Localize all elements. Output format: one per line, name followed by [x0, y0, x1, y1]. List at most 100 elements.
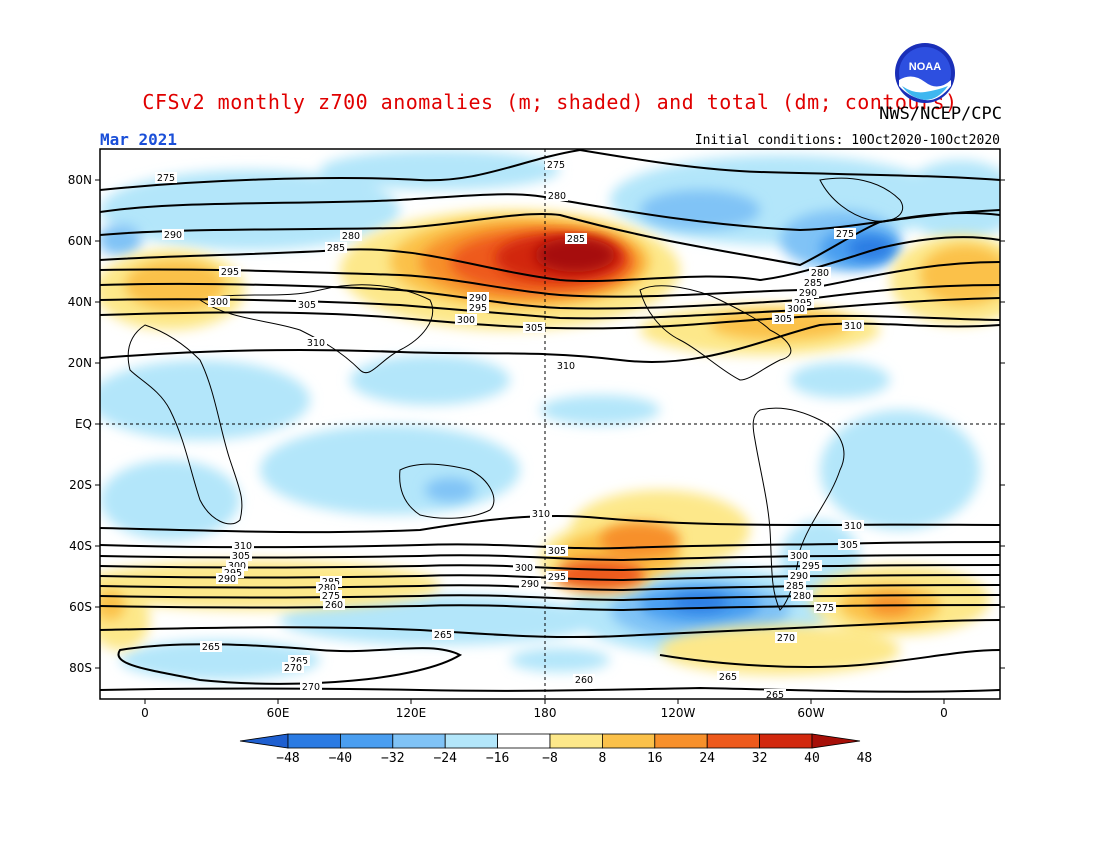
svg-text:275: 275	[157, 173, 175, 184]
svg-text:295: 295	[548, 572, 566, 583]
coastlines	[127, 177, 903, 611]
contour-label: 260	[573, 674, 595, 686]
svg-text:305: 305	[840, 540, 858, 551]
svg-text:280: 280	[342, 231, 360, 242]
colorbar-swatch	[811, 733, 861, 749]
contour-label: 265	[764, 689, 786, 701]
svg-text:300: 300	[790, 551, 808, 562]
svg-text:260: 260	[325, 600, 343, 611]
contour-label: 275	[320, 590, 342, 602]
contour-label: 290	[519, 578, 541, 590]
contour-label: 265	[200, 641, 222, 653]
colorbar-swatch	[287, 733, 341, 749]
colorbar-swatch	[759, 733, 813, 749]
colorbar-swatch	[444, 733, 499, 749]
initial-conditions: Initial conditions: 10Oct2020-10Oct2020	[694, 133, 1000, 148]
svg-text:280: 280	[318, 583, 336, 594]
contour-label: 290	[788, 570, 810, 582]
svg-text:300: 300	[228, 561, 246, 572]
svg-text:275: 275	[836, 229, 854, 240]
contour-label: 300	[788, 550, 810, 562]
contour-label: 290	[162, 229, 184, 241]
svg-text:305: 305	[525, 323, 543, 334]
forecast-month: Mar 2021	[100, 130, 178, 149]
contour-label: 270	[775, 632, 797, 644]
svg-text:310: 310	[844, 521, 862, 532]
colorbar-swatch	[602, 733, 656, 749]
lat-ticks	[95, 179, 1005, 669]
contour-label: 285	[565, 233, 587, 245]
contour-label: 305	[546, 545, 568, 557]
contour-label: 300	[455, 314, 477, 326]
svg-text:295: 295	[469, 303, 487, 314]
svg-text:265: 265	[202, 642, 220, 653]
contour-label: 270	[282, 662, 304, 674]
lon-ticks	[144, 699, 945, 704]
svg-text:285: 285	[567, 234, 585, 245]
contour-label: 290	[797, 287, 819, 299]
contour-labels: 275 275 280 280 285 285 290 295 300 305 …	[155, 159, 864, 701]
svg-text:260: 260	[575, 675, 593, 686]
svg-text:300: 300	[515, 563, 533, 574]
lat-label: 60S	[69, 600, 92, 614]
contour-label: 310	[530, 508, 552, 520]
contour-label: 305	[296, 299, 318, 311]
svg-text:275: 275	[816, 603, 834, 614]
contour-label: 265	[432, 629, 454, 641]
lon-label: 120E	[396, 706, 427, 720]
contour-label: 265	[288, 655, 310, 667]
colorbar-swatch	[706, 733, 761, 749]
contour-label: 310	[842, 320, 864, 332]
lon-label: 180	[534, 706, 557, 720]
colorbar-swatch	[239, 733, 289, 749]
contour-label: 305	[230, 550, 252, 562]
svg-text:305: 305	[774, 314, 792, 325]
svg-text:285: 285	[327, 243, 345, 254]
contour-label: 275	[814, 602, 836, 614]
contour-label: 265	[717, 671, 739, 683]
svg-text:310: 310	[532, 509, 550, 520]
contour-label: 295	[467, 302, 489, 314]
contour-label: 295	[219, 266, 241, 278]
colorbar-label: −16	[486, 751, 509, 766]
lat-label: 60N	[68, 234, 92, 248]
contour-label: 290	[467, 292, 489, 304]
lat-labels: 80N 60N 40N 20N EQ 20S 40S 60S 80S	[68, 173, 92, 675]
chart-title: CFSv2 monthly z700 anomalies (m; shaded)…	[142, 90, 958, 114]
colorbar-label: −24	[433, 751, 457, 766]
contour-label: 285	[784, 580, 806, 592]
contour-label: 280	[791, 590, 813, 602]
colorbar-label: −48	[276, 751, 299, 766]
contour-label: 300	[785, 303, 807, 315]
agency-label: NWS/NCEP/CPC	[879, 104, 1002, 124]
colorbar-label: 48	[857, 751, 873, 766]
colorbar-label: 32	[752, 751, 768, 766]
contour-label: 275	[155, 172, 177, 184]
contour-label: 260	[323, 599, 345, 611]
lat-label: EQ	[75, 417, 92, 431]
lon-label: 0	[141, 706, 149, 720]
colorbar: −48 −40 −32 −24 −16 −8 8 16 24 32 40 48	[239, 733, 873, 766]
lon-label: 0	[940, 706, 948, 720]
colorbar-swatch	[549, 733, 603, 749]
lat-label: 80N	[68, 173, 92, 187]
svg-text:265: 265	[719, 672, 737, 683]
contour-label: 305	[772, 313, 794, 325]
lat-label: 20S	[69, 478, 92, 492]
svg-text:305: 305	[548, 546, 566, 557]
contour-label: 290	[216, 573, 238, 585]
lon-label: 60W	[797, 706, 824, 720]
svg-text:300: 300	[210, 297, 228, 308]
svg-text:280: 280	[548, 191, 566, 202]
contour-label: 305	[838, 539, 860, 551]
svg-text:300: 300	[457, 315, 475, 326]
svg-text:295: 295	[802, 561, 820, 572]
reference-lines	[100, 149, 1000, 699]
lon-label: 120W	[661, 706, 696, 720]
contour-label: 275	[545, 159, 567, 171]
svg-text:265: 265	[434, 630, 452, 641]
svg-text:275: 275	[547, 160, 565, 171]
contour-label: 285	[802, 277, 824, 289]
colorbar-label: −40	[329, 751, 352, 766]
svg-text:295: 295	[221, 267, 239, 278]
